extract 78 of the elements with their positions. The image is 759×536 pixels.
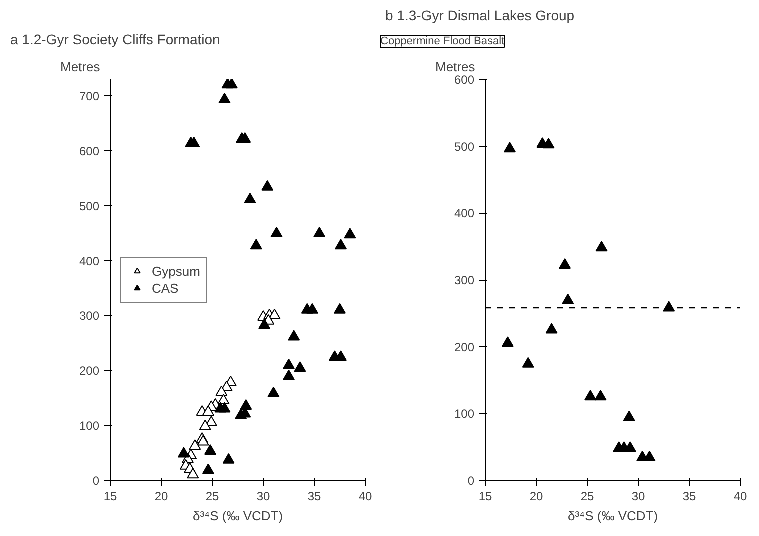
y-axis-title: Metres: [60, 60, 101, 74]
point: [250, 239, 262, 250]
point: [306, 303, 318, 314]
y-tick-label: 100: [454, 407, 475, 422]
point: [204, 444, 216, 456]
legend-label: Gypsum: [152, 264, 200, 278]
point: [546, 323, 558, 334]
point: [594, 390, 607, 401]
point: [504, 142, 516, 153]
point: [187, 468, 200, 479]
point: [502, 336, 514, 348]
point: [262, 180, 274, 191]
point: [314, 227, 326, 238]
point: [244, 192, 256, 204]
y-axis-title: Metres: [436, 60, 476, 74]
point: [218, 402, 231, 413]
point: [283, 370, 295, 380]
y-tick-label: 200: [454, 340, 475, 354]
point: [240, 399, 252, 410]
point: [294, 362, 306, 372]
point: [522, 357, 534, 368]
x-tick-label: 30: [632, 490, 646, 504]
y-tick-label: 300: [454, 274, 475, 288]
point: [226, 80, 238, 89]
x-tick-label: 20: [530, 490, 544, 504]
point: [218, 92, 231, 104]
point: [270, 227, 283, 238]
point: [335, 350, 348, 362]
x-tick-label: 35: [308, 490, 322, 504]
point: [202, 464, 214, 474]
point: [258, 318, 271, 330]
x-axis-title: δ³⁴S (‰ VCDT): [568, 508, 658, 524]
point: [197, 435, 210, 446]
point: [178, 447, 190, 458]
point: [288, 330, 300, 341]
x-tick-label: 15: [104, 490, 118, 504]
y-tick-label: 500: [454, 140, 475, 154]
x-tick-label: 35: [682, 490, 696, 504]
point: [584, 390, 597, 401]
point: [199, 420, 212, 430]
x-tick-label: 25: [580, 490, 594, 504]
y-tick-label: 300: [79, 309, 100, 324]
y-tick-label: 200: [79, 364, 100, 378]
point: [624, 442, 636, 452]
point: [268, 308, 281, 320]
y-tick-label: 0: [92, 474, 100, 488]
point: [189, 440, 202, 450]
point: [202, 406, 214, 416]
y-tick-label: 0: [468, 474, 475, 488]
y-tick-label: 700: [79, 89, 100, 104]
point: [542, 138, 555, 149]
point: [559, 258, 572, 269]
x-tick-label: 30: [256, 490, 270, 504]
point: [596, 241, 608, 252]
x-tick-label: 40: [734, 490, 748, 504]
point: [335, 239, 348, 250]
point: [216, 386, 228, 396]
y-tick-label: 100: [79, 419, 100, 434]
y-tick-label: 600: [454, 73, 475, 87]
legend-label: CAS: [152, 280, 179, 296]
point: [344, 228, 356, 239]
x-tick-label: 20: [154, 490, 168, 504]
y-tick-label: 500: [79, 199, 100, 214]
y-tick-label: 400: [454, 206, 475, 221]
point: [268, 386, 280, 398]
y-tick-label: 600: [79, 144, 100, 158]
chart-title: b 1.3-Gyr Dismal Lakes Group: [386, 8, 575, 24]
point: [623, 410, 636, 422]
y-tick-label: 400: [79, 254, 100, 268]
point: [334, 303, 346, 314]
point: [283, 358, 295, 370]
chart-title: a 1.2-Gyr Society Cliffs Formation: [10, 32, 220, 48]
point: [222, 453, 235, 464]
x-axis-title: δ³⁴S (‰ VCDT): [192, 508, 284, 524]
x-tick-label: 40: [358, 490, 372, 504]
x-tick-label: 15: [478, 490, 492, 504]
point: [562, 294, 574, 304]
x-tick-label: 25: [206, 490, 220, 504]
